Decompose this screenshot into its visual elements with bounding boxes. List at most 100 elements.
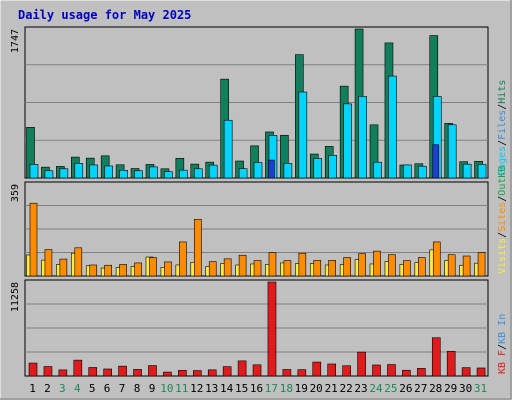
x-tick-label: 14 <box>220 382 234 395</box>
files-bar <box>343 103 352 179</box>
files-bar <box>447 124 457 179</box>
x-tick-label: 18 <box>280 382 293 395</box>
files-bar <box>238 168 248 179</box>
x-tick-label: 12 <box>190 382 203 395</box>
sites-bar <box>447 254 456 277</box>
sites-bar <box>373 250 381 277</box>
sites-bar <box>432 241 441 277</box>
files-bar <box>283 163 293 179</box>
sites-bar <box>104 264 112 277</box>
files-bar <box>223 119 233 179</box>
kbf-bar <box>73 359 83 377</box>
files-bar <box>313 158 323 179</box>
kbf-bar <box>357 351 366 377</box>
pages-bar <box>268 159 275 179</box>
files-bar <box>29 164 39 179</box>
x-tick-label: 17 <box>265 382 278 395</box>
sites-bar <box>462 255 471 277</box>
kbf-bar <box>148 365 157 377</box>
x-tick-label: 15 <box>235 382 248 395</box>
files-bar <box>44 170 54 179</box>
sites-bar <box>358 253 366 277</box>
kbf-bar <box>387 364 396 377</box>
files-bar <box>388 75 397 179</box>
sites-bar <box>29 202 38 277</box>
x-tick-label: 26 <box>399 382 412 395</box>
x-tick-label: 28 <box>429 382 442 395</box>
panel-1: 1747 Pages/Files/Hits <box>10 26 508 179</box>
kbf-bar <box>58 369 68 377</box>
x-tick-label: 7 <box>119 382 126 395</box>
kbf-bar <box>222 366 232 377</box>
files-bar <box>179 169 188 179</box>
x-tick-label: 8 <box>134 382 141 395</box>
x-tick-label: 11 <box>175 382 188 395</box>
kbf-bar <box>163 371 172 377</box>
kbf-bar <box>297 369 307 377</box>
kbf-bar <box>431 337 441 377</box>
files-bar <box>298 91 308 179</box>
panels: 1747 Pages/Files/Hits 359 Visits/Sites/OutK… <box>10 26 508 377</box>
x-tick-label: 4 <box>74 382 81 395</box>
sites-bar <box>268 252 277 277</box>
files-bar <box>358 96 367 179</box>
x-axis-labels: 1 2 3 4 5 6 7 8 9 10 11 12 13 14 15 16 17 18 19 20 21 22 23 24 2… <box>29 382 487 395</box>
x-tick-label: 1 <box>29 382 36 395</box>
kbf-bar <box>461 367 471 377</box>
sites-bar <box>253 260 262 277</box>
files-bar <box>462 163 472 179</box>
sites-bar <box>313 260 322 277</box>
kbf-bar <box>372 364 381 377</box>
sites-bar <box>477 252 486 277</box>
sites-bar <box>238 254 247 277</box>
y-max-label-visits: 359 <box>10 184 21 202</box>
kbf-bar <box>417 368 426 377</box>
kbf-bar <box>192 370 202 377</box>
kbf-bar <box>342 365 351 377</box>
x-tick-label: 21 <box>325 382 338 395</box>
kbf-bar <box>327 363 337 377</box>
files-bar <box>477 164 487 179</box>
x-tick-label: 20 <box>310 382 323 395</box>
sites-bar <box>149 257 157 277</box>
sites-bar <box>44 249 53 277</box>
kbf-bar <box>118 365 127 377</box>
y-max-label-hits: 1747 <box>10 29 21 53</box>
files-bar <box>253 162 263 179</box>
sites-bar <box>328 260 337 277</box>
x-tick-label: 3 <box>59 382 66 395</box>
sites-bar <box>59 258 68 277</box>
x-tick-label: 31 <box>474 382 487 395</box>
sites-bar <box>283 260 292 277</box>
kbf-bar <box>28 362 38 377</box>
x-tick-label: 19 <box>295 382 308 395</box>
sites-bar <box>89 264 98 277</box>
x-tick-label: 5 <box>89 382 96 395</box>
files-bar <box>119 170 128 179</box>
sites-bar <box>119 264 127 277</box>
x-tick-label: 16 <box>250 382 263 395</box>
panel-2: 359 Visits/Sites/OutKB <box>10 166 508 277</box>
kbf-bar <box>133 369 142 377</box>
x-tick-label: 13 <box>205 382 218 395</box>
kbf-bar <box>103 368 112 377</box>
sites-bar <box>223 258 232 277</box>
legend-visits-sites: Visits/Sites/OutKB <box>497 166 508 274</box>
files-bar <box>403 164 412 179</box>
files-bar <box>59 168 69 179</box>
pages-bar <box>432 144 440 179</box>
kbf-bar <box>282 369 292 377</box>
x-tick-label: 29 <box>444 382 457 395</box>
files-bar <box>104 165 113 179</box>
files-bar <box>149 166 158 179</box>
legend-kb: KB F/KB In <box>497 314 508 374</box>
kbf-bar <box>476 367 486 377</box>
kbf-bar <box>178 370 187 377</box>
files-bar <box>328 155 338 179</box>
x-tick-label: 30 <box>459 382 472 395</box>
sites-bar <box>343 257 351 277</box>
files-bar <box>208 164 218 179</box>
sites-bar <box>208 261 217 277</box>
